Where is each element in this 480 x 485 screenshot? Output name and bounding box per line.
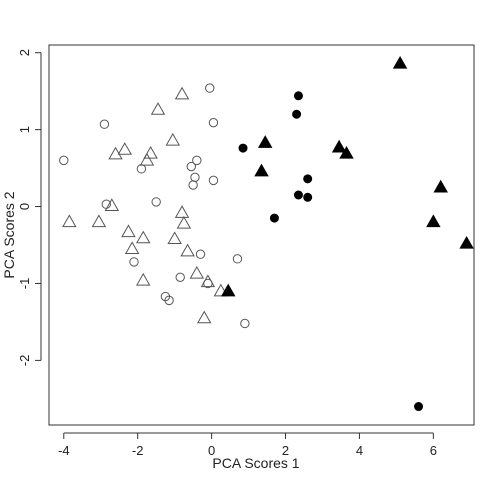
filled-circle-point xyxy=(303,174,313,184)
open-circle-point xyxy=(129,257,139,267)
filled-circle-point xyxy=(293,190,303,200)
open-triangle-point xyxy=(117,142,132,155)
open-triangle-point xyxy=(213,283,229,297)
x-axis-title: PCA Scores 1 xyxy=(212,455,299,471)
x-tick-label: -2 xyxy=(132,443,144,458)
y-tick-label: 2 xyxy=(17,49,32,56)
open-triangle-point xyxy=(136,272,151,286)
open-triangle-point xyxy=(121,224,136,238)
x-tick-label: -4 xyxy=(58,443,70,458)
open-triangle-point xyxy=(91,214,107,228)
open-circle-point xyxy=(208,117,219,128)
filled-triangle-point xyxy=(426,214,441,228)
open-triangle-point xyxy=(136,230,151,244)
x-tick-label: 2 xyxy=(282,443,289,458)
filled-circle-point xyxy=(292,109,302,119)
data-points xyxy=(59,55,474,412)
filled-triangle-point xyxy=(459,235,474,249)
open-circle-point xyxy=(99,119,110,129)
open-triangle-point xyxy=(108,146,123,160)
open-circle-point xyxy=(240,318,250,329)
open-circle-point xyxy=(192,155,202,166)
filled-circle-point xyxy=(414,402,424,412)
y-tick-label: -2 xyxy=(17,355,32,367)
filled-circle-point xyxy=(238,143,248,153)
open-triangle-point xyxy=(62,214,77,228)
open-circle-point xyxy=(190,172,200,183)
filled-triangle-point xyxy=(221,283,236,297)
filled-triangle-point xyxy=(392,55,408,69)
open-triangle-point xyxy=(180,243,195,257)
open-circle-point xyxy=(164,295,174,306)
filled-triangle-point xyxy=(257,135,273,148)
open-circle-point xyxy=(151,197,161,207)
plot-frame xyxy=(48,44,475,426)
filled-triangle-point xyxy=(339,145,354,159)
open-triangle-point xyxy=(176,215,192,229)
y-tick-label: -1 xyxy=(17,278,32,290)
x-tick-label: 6 xyxy=(430,443,437,458)
open-circle-point xyxy=(232,254,243,264)
filled-circle-point xyxy=(303,192,313,202)
open-triangle-point xyxy=(143,145,158,159)
open-triangle-point xyxy=(174,205,190,218)
filled-triangle-point xyxy=(254,163,269,177)
open-triangle-point xyxy=(196,310,212,324)
open-circle-point xyxy=(195,249,206,259)
filled-triangle-point xyxy=(433,179,448,193)
open-triangle-point xyxy=(104,198,120,211)
y-axis-title: PCA Scores 2 xyxy=(1,191,17,278)
filled-triangle-point xyxy=(331,139,347,153)
open-triangle-point xyxy=(139,152,155,166)
open-circle-point xyxy=(186,161,196,172)
filled-circle-point xyxy=(269,213,279,223)
open-circle-point xyxy=(205,83,215,93)
open-circle-point xyxy=(136,164,147,174)
y-axis: -2 -1 0 1 2 xyxy=(17,49,42,367)
open-triangle-point xyxy=(165,132,181,146)
open-circle-point xyxy=(175,272,185,283)
open-triangle-point xyxy=(200,274,216,288)
open-triangle-point xyxy=(167,231,182,245)
open-triangle-point xyxy=(124,241,140,255)
filled-circle-point xyxy=(293,91,303,101)
open-triangle-point xyxy=(150,102,166,115)
y-tick-label: 1 xyxy=(17,126,32,133)
x-axis: -4 -2 0 2 4 6 xyxy=(58,432,437,458)
open-circle-point xyxy=(59,155,69,166)
y-tick-label: 0 xyxy=(17,203,32,210)
open-triangle-point xyxy=(174,86,190,100)
x-tick-label: 0 xyxy=(208,443,215,458)
x-tick-label: 4 xyxy=(356,443,363,458)
open-circle-point xyxy=(188,180,198,190)
open-triangle-point xyxy=(189,265,205,279)
open-circle-point xyxy=(208,175,219,186)
